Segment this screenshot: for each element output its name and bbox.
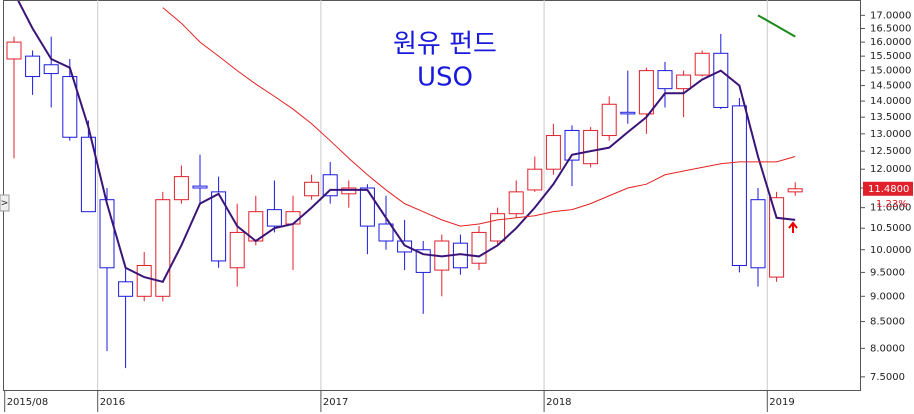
candle-body	[694, 52, 710, 76]
y-tick-label: 14.5000	[870, 81, 911, 92]
y-tick-label: 13.5000	[870, 112, 911, 123]
candle-body	[6, 41, 22, 60]
candle-body	[155, 199, 171, 297]
side-button-icon: >	[1, 199, 9, 209]
candle-body	[397, 240, 413, 253]
candle-body	[490, 213, 506, 242]
y-tick-label: 15.5000	[870, 51, 911, 62]
y-tick-label: 14.0000	[870, 96, 911, 107]
y-tick-label: 17.0000	[870, 10, 911, 21]
moving-average-line	[757, 14, 796, 38]
candle-body	[99, 199, 115, 269]
x-tick-label: 2015/08	[7, 397, 49, 408]
candle-body	[62, 76, 78, 138]
candle-body	[638, 70, 654, 115]
chart-title: 원유 펀드	[393, 30, 497, 60]
candle-body	[304, 181, 320, 197]
grid	[97, 0, 768, 390]
candle-body	[80, 136, 96, 213]
candle-body	[545, 135, 561, 170]
candle-body	[527, 168, 543, 191]
candle-body	[601, 103, 617, 137]
y-tick-label: 11.0000	[870, 203, 911, 214]
candle-body	[359, 187, 375, 227]
candle-body	[471, 231, 487, 264]
candle-body	[285, 211, 301, 225]
candle-body	[713, 52, 729, 108]
y-tick-label: 8.5000	[870, 317, 905, 328]
candle-body	[583, 129, 599, 165]
candle-body	[676, 74, 692, 90]
candle-body	[508, 191, 524, 215]
marks	[6, 1, 803, 369]
y-tick-label: 8.0000	[870, 343, 905, 354]
candle-body	[136, 264, 152, 297]
x-tick-label: 2018	[546, 397, 571, 408]
price-tag	[863, 181, 913, 196]
candle-body	[769, 197, 785, 278]
x-tick-label: 2017	[323, 397, 348, 408]
y-tick-label: 15.0000	[870, 66, 911, 77]
candle-body	[750, 199, 766, 269]
price-tag-label: 11.4800	[868, 184, 909, 195]
candle-body	[211, 191, 227, 262]
candle-body	[787, 188, 803, 193]
chart-subtitle: USO	[417, 63, 473, 93]
candle-body	[564, 129, 580, 161]
x-tick-label: 2016	[100, 397, 125, 408]
moving-average-line	[17, 1, 796, 283]
candle-body	[266, 209, 282, 227]
y-tick-label: 9.5000	[870, 267, 905, 278]
y-tick-label: 12.0000	[870, 164, 911, 175]
candle-body	[25, 55, 41, 78]
candle-body	[731, 105, 747, 266]
y-tick-label: 16.0000	[870, 37, 911, 48]
change-label: 1.23%	[876, 199, 908, 210]
candle-body	[620, 111, 636, 115]
candle-body	[378, 223, 394, 242]
candle-body	[118, 281, 134, 297]
candle-body	[173, 176, 189, 201]
side-button[interactable]	[0, 194, 10, 212]
x-tick-label: 2019	[769, 397, 794, 408]
moving-average-line	[162, 7, 796, 227]
y-tick-label: 10.0000	[870, 245, 911, 256]
candle-body	[322, 174, 338, 197]
y-tick-label: 10.5000	[870, 223, 911, 234]
y-tick-label: 13.0000	[870, 129, 911, 140]
y-tick-label: 16.5000	[870, 24, 911, 35]
candle-body	[43, 64, 59, 75]
candle-body	[192, 185, 208, 189]
candle-body	[229, 231, 245, 269]
y-tick-label: 7.5000	[870, 372, 905, 383]
arrow	[788, 221, 798, 233]
y-tick-label: 9.0000	[870, 291, 905, 302]
axis: 7.5000 8.0000 8.5000 9.0000 9.5000 10.0000 10.…	[4, 10, 913, 412]
candle-body	[657, 70, 673, 90]
y-tick-label: 12.5000	[870, 146, 911, 157]
